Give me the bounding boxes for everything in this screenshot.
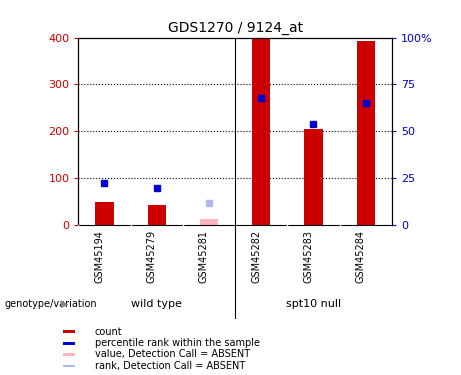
- Text: percentile rank within the sample: percentile rank within the sample: [95, 338, 260, 348]
- Text: genotype/variation: genotype/variation: [5, 299, 97, 309]
- Bar: [63, 364, 75, 367]
- Text: GSM45282: GSM45282: [251, 230, 261, 283]
- Text: ▶: ▶: [61, 299, 68, 309]
- Text: value, Detection Call = ABSENT: value, Detection Call = ABSENT: [95, 349, 249, 359]
- Text: rank, Detection Call = ABSENT: rank, Detection Call = ABSENT: [95, 361, 245, 371]
- Text: GSM45284: GSM45284: [356, 230, 366, 283]
- Text: GSM45283: GSM45283: [303, 230, 313, 283]
- Bar: [95, 202, 113, 225]
- Text: GSM45279: GSM45279: [147, 230, 157, 283]
- Bar: [63, 330, 75, 333]
- Text: GSM45194: GSM45194: [95, 230, 105, 283]
- Text: wild type: wild type: [131, 299, 182, 309]
- Bar: [63, 353, 75, 356]
- Bar: [304, 129, 323, 225]
- Bar: [148, 206, 166, 225]
- Bar: [200, 219, 218, 225]
- Bar: [252, 38, 270, 225]
- Title: GDS1270 / 9124_at: GDS1270 / 9124_at: [167, 21, 303, 35]
- Text: count: count: [95, 327, 122, 337]
- Bar: [63, 342, 75, 345]
- Bar: [357, 41, 375, 225]
- Text: spt10 null: spt10 null: [286, 299, 341, 309]
- Text: GSM45281: GSM45281: [199, 230, 209, 283]
